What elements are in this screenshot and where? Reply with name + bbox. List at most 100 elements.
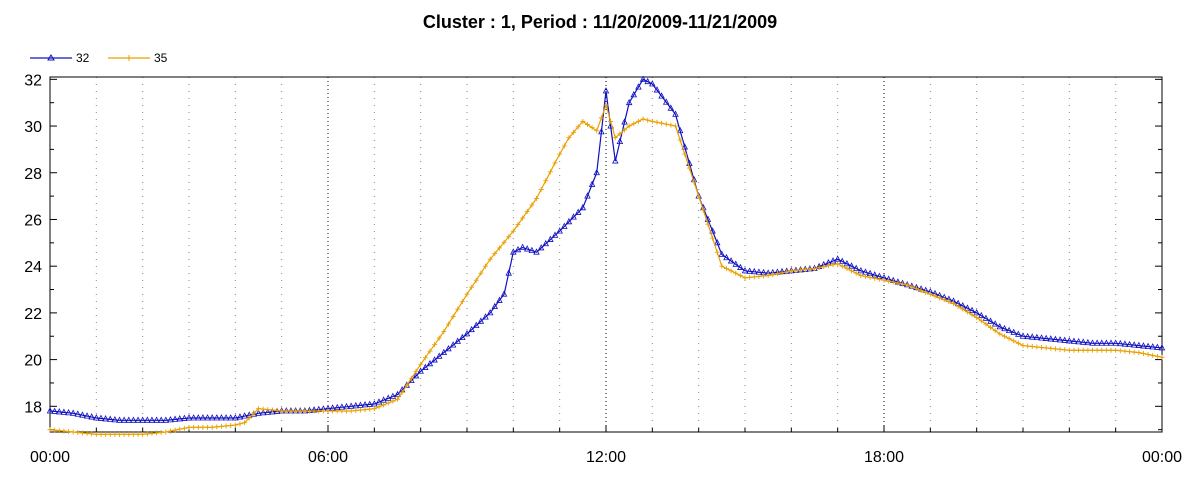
data-point	[395, 396, 400, 402]
data-point	[436, 335, 442, 341]
data-point	[153, 416, 160, 423]
data-point	[306, 408, 312, 414]
data-point	[932, 293, 938, 299]
grid	[95, 77, 1117, 432]
data-point	[134, 416, 142, 423]
data-point	[991, 320, 999, 327]
data-point	[761, 273, 767, 279]
data-point	[181, 414, 188, 421]
data-point	[676, 126, 684, 134]
data-point	[534, 195, 539, 201]
data-point	[834, 255, 841, 262]
data-point	[538, 187, 544, 193]
data-point	[598, 128, 605, 135]
data-point	[208, 414, 216, 421]
data-point	[251, 410, 257, 416]
data-point	[719, 263, 725, 269]
data-point	[1024, 332, 1031, 340]
data-point	[93, 414, 100, 421]
data-point	[412, 372, 420, 379]
data-point	[937, 295, 943, 301]
data-point	[723, 253, 730, 261]
data-point	[551, 231, 559, 238]
data-point	[756, 273, 762, 279]
data-point	[570, 213, 577, 220]
data-point	[1127, 349, 1133, 355]
data-point	[645, 117, 651, 123]
data-point	[514, 245, 522, 253]
data-point	[839, 263, 845, 269]
data-point	[1150, 352, 1156, 358]
data-point	[798, 267, 804, 273]
data-point	[1038, 334, 1045, 341]
data-point	[747, 274, 753, 280]
data-point	[589, 125, 595, 131]
data-point	[978, 311, 985, 319]
data-point	[872, 275, 878, 281]
data-point	[852, 264, 860, 271]
data-point	[450, 314, 456, 320]
data-point	[964, 309, 970, 315]
data-point	[886, 278, 892, 284]
data-point	[357, 401, 364, 408]
data-point	[639, 75, 647, 82]
data-point	[1107, 339, 1115, 346]
data-point	[835, 261, 841, 267]
data-point	[1131, 349, 1137, 355]
data-point	[727, 257, 735, 264]
data-point	[65, 408, 72, 416]
data-point	[130, 431, 136, 437]
series-line	[49, 78, 1163, 421]
data-point	[802, 266, 808, 272]
data-point	[1099, 347, 1105, 353]
data-point	[232, 414, 239, 421]
data-point	[265, 407, 271, 413]
data-point	[714, 249, 720, 255]
data-point	[649, 80, 656, 87]
data-point	[575, 124, 581, 130]
data-point	[84, 430, 90, 436]
data-point	[737, 263, 744, 270]
data-point	[1149, 343, 1156, 350]
data-point	[112, 431, 118, 437]
data-point	[477, 317, 485, 324]
data-point	[293, 408, 299, 414]
data-point	[746, 267, 753, 274]
data-point	[579, 203, 587, 211]
data-point	[98, 431, 104, 437]
data-point	[779, 270, 785, 276]
data-point	[1112, 339, 1119, 346]
data-point	[75, 429, 81, 435]
data-point	[97, 414, 105, 421]
data-point	[283, 408, 289, 414]
data-point	[126, 431, 132, 437]
data-point	[996, 323, 1004, 330]
data-point	[848, 262, 855, 269]
y-tick-label: 18	[24, 399, 42, 416]
data-point	[612, 135, 618, 141]
data-point	[677, 137, 683, 143]
data-point	[79, 411, 86, 418]
data-point	[422, 363, 429, 370]
data-point	[431, 356, 438, 363]
data-point	[960, 306, 966, 312]
data-point	[593, 168, 600, 176]
data-point	[1062, 347, 1068, 353]
data-point	[667, 104, 675, 111]
data-point	[455, 306, 461, 312]
data-point	[163, 429, 169, 435]
data-point	[487, 256, 493, 262]
data-point	[204, 414, 211, 421]
data-point	[1043, 345, 1049, 351]
data-point	[505, 269, 512, 276]
data-point	[858, 273, 864, 279]
data-point	[588, 180, 596, 187]
data-point	[496, 245, 502, 251]
data-point	[1034, 344, 1040, 350]
data-point	[1145, 351, 1151, 357]
series-group	[46, 75, 1166, 437]
x-tick-label: 00:00	[1142, 449, 1182, 466]
data-point	[844, 266, 850, 272]
y-tick-label: 22	[24, 306, 42, 323]
data-point	[1093, 339, 1101, 346]
